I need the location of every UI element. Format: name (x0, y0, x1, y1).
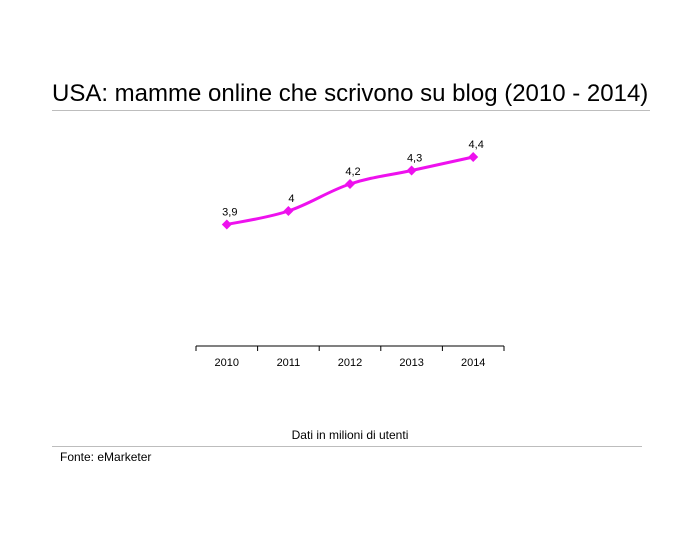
data-point (406, 165, 417, 176)
source-note: Fonte: eMarketer (60, 450, 152, 464)
data-point (468, 152, 479, 162)
title-divider (52, 110, 650, 111)
x-tick-label: 2010 (215, 357, 239, 369)
units-note: Dati in milioni di utenti (291, 428, 409, 442)
data-label: 4,4 (469, 139, 484, 151)
x-tick-label: 2011 (277, 357, 301, 369)
data-label: 4 (288, 193, 294, 205)
x-tick-label: 2012 (338, 357, 362, 369)
data-label: 4,2 (345, 166, 360, 178)
data-point (283, 206, 294, 216)
x-tick-label: 2013 (399, 357, 423, 369)
data-label: 4,3 (407, 153, 422, 165)
data-point (221, 219, 232, 230)
data-point (345, 179, 355, 189)
data-label: 3,9 (222, 207, 237, 219)
footer-divider (52, 446, 642, 447)
chart-title: USA: mamme online che scrivono su blog (… (52, 80, 649, 107)
x-tick-label: 2014 (461, 357, 485, 369)
